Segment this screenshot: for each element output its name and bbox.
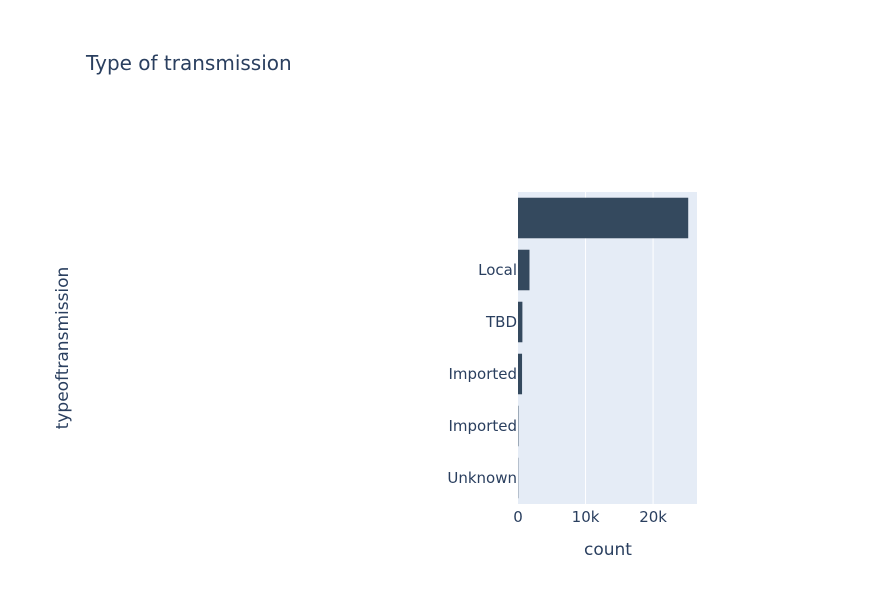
x-tick-label: 10k (572, 508, 600, 526)
y-tick-label: TBD (485, 313, 517, 331)
x-tick-label: 20k (639, 508, 667, 526)
x-axis-title: count (584, 540, 632, 560)
x-tick-label: 0 (513, 508, 523, 526)
bar (518, 250, 529, 291)
bar (518, 198, 688, 239)
y-tick-labels: Local TBD Imported Imported Unknown (447, 261, 517, 487)
bar (518, 302, 522, 343)
chart-title: Type of transmission (85, 51, 292, 75)
y-tick-label: Imported (448, 417, 517, 435)
y-axis-title: typeoftransmission (53, 267, 73, 430)
plot-area (518, 192, 697, 504)
x-tick-labels: 0 10k 20k (513, 508, 667, 526)
y-tick-label: Imported (448, 365, 517, 383)
y-tick-label: Unknown (447, 469, 517, 487)
y-tick-label: Local (478, 261, 517, 279)
bar (518, 354, 522, 395)
